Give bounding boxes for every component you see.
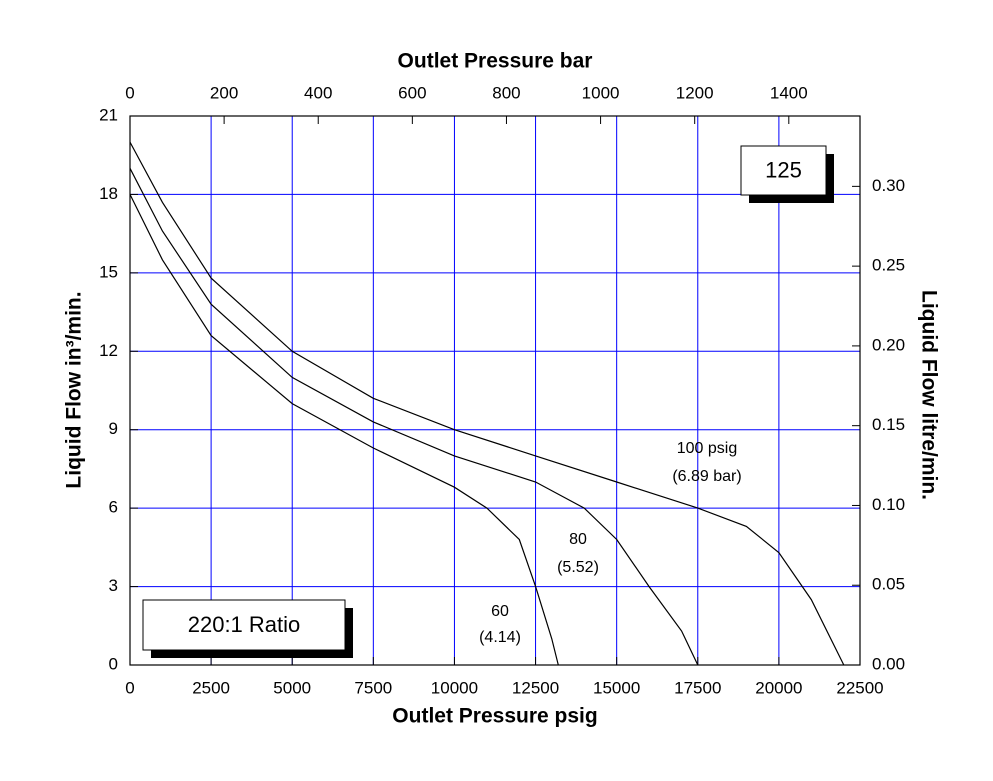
series-label: 60	[491, 603, 509, 620]
x-tick-label: 5000	[273, 678, 311, 697]
y-tick-label: 15	[99, 262, 118, 281]
y2-tick-label: 0.25	[872, 256, 905, 275]
series-label: 100 psig	[677, 440, 738, 457]
y2-tick-label: 0.05	[872, 575, 905, 594]
series-sublabel: (6.89 bar)	[672, 468, 741, 485]
annotation: 220:1 Ratio	[188, 612, 301, 637]
y2-tick-label: 0.15	[872, 415, 905, 434]
y2-axis-title: Liquid Flow litre/min.	[917, 290, 940, 500]
x2-tick-label: 400	[304, 83, 332, 102]
x2-tick-label: 1000	[582, 83, 620, 102]
y-tick-label: 3	[109, 576, 118, 595]
y2-tick-label: 0.30	[872, 176, 905, 195]
series-line	[129, 141, 845, 666]
x-tick-label: 10000	[431, 678, 478, 697]
plot-frame	[129, 115, 861, 666]
x2-tick-label: 200	[210, 83, 238, 102]
y-tick-label: 6	[109, 498, 118, 517]
y-tick-label: 0	[109, 654, 118, 673]
annotation: 125	[765, 157, 802, 182]
top-axis-title: Outlet Pressure bar	[398, 50, 593, 73]
series-line	[129, 194, 559, 666]
x2-tick-label: 1200	[676, 83, 714, 102]
annotation-box	[740, 145, 827, 196]
y2-tick-label: 0.20	[872, 335, 905, 354]
y-tick-label: 18	[99, 184, 118, 203]
series-sublabel: (4.14)	[479, 629, 521, 646]
x-tick-label: 15000	[593, 678, 640, 697]
annotation-box	[142, 599, 346, 651]
y2-tick-label: 0.00	[872, 654, 905, 673]
x2-tick-label: 1400	[770, 83, 808, 102]
series-sublabel: (5.52)	[557, 559, 599, 576]
x-tick-label: 2500	[192, 678, 230, 697]
y2-tick-label: 0.10	[872, 495, 905, 514]
x2-tick-label: 600	[398, 83, 426, 102]
x-tick-label: 20000	[755, 678, 802, 697]
x-axis-title: Outlet Pressure psig	[392, 705, 597, 728]
x-tick-label: 17500	[674, 678, 721, 697]
x-tick-label: 7500	[354, 678, 392, 697]
y-tick-label: 9	[109, 419, 118, 438]
x2-tick-label: 0	[125, 83, 134, 102]
y-tick-label: 21	[99, 105, 118, 124]
y-axis-title: Liquid Flow in³/min.	[63, 291, 86, 488]
series-line	[129, 168, 699, 666]
y-tick-label: 12	[99, 341, 118, 360]
x-tick-label: 0	[125, 678, 134, 697]
x-tick-label: 12500	[512, 678, 559, 697]
series-label: 80	[569, 531, 587, 548]
x-tick-label: 22500	[836, 678, 883, 697]
x2-tick-label: 800	[492, 83, 520, 102]
